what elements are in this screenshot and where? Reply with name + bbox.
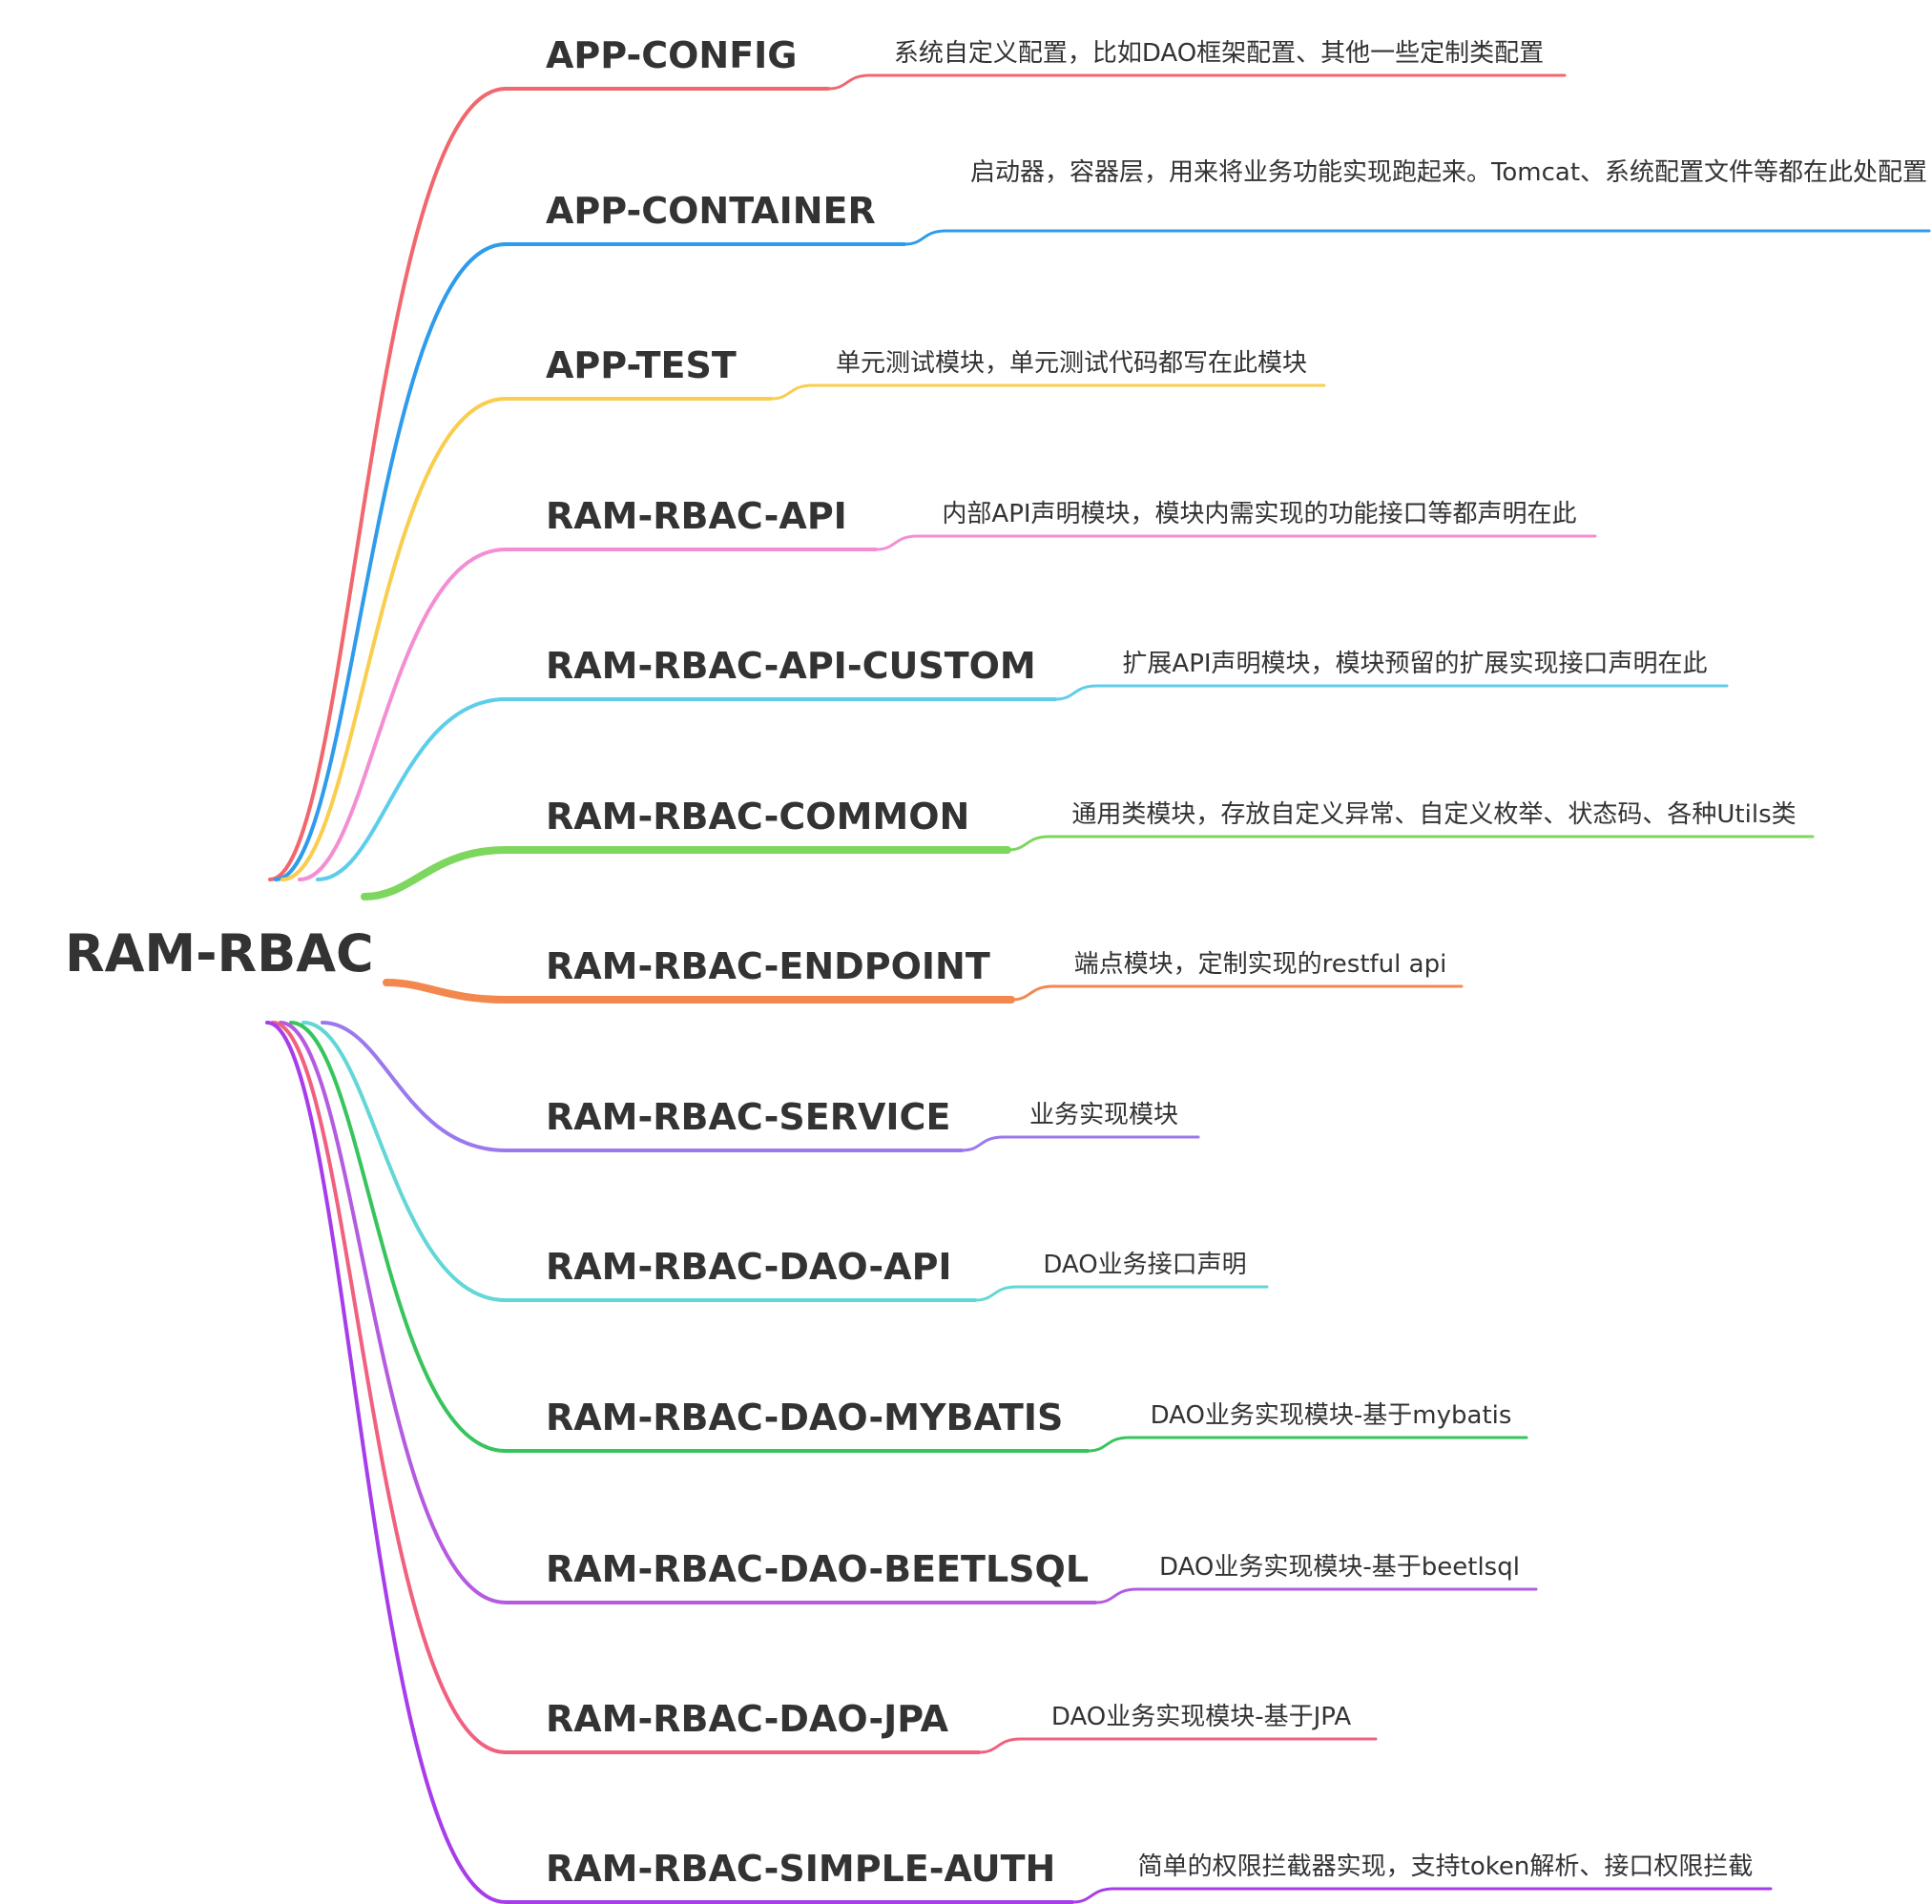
description-underline bbox=[1070, 1887, 1773, 1904]
branch-connector bbox=[298, 548, 878, 881]
module-node[interactable]: RAM-RBAC-SIMPLE-AUTH bbox=[546, 1848, 1056, 1890]
branch-connector bbox=[316, 697, 1057, 881]
module-description: 端点模块，定制实现的restful api bbox=[1073, 950, 1447, 979]
branch-connector bbox=[280, 397, 773, 881]
branch-connector bbox=[321, 1021, 964, 1152]
module-description: 单元测试模块，单元测试代码都写在此模块 bbox=[835, 349, 1307, 378]
description-underline bbox=[1009, 984, 1464, 1002]
branch-connector bbox=[279, 1021, 1097, 1604]
branch-connector bbox=[289, 1021, 1090, 1453]
branch-connector bbox=[268, 87, 830, 881]
module-description: 启动器，容器层，用来将业务功能实现跑起来。Tomcat、系统配置文件等都在此处配… bbox=[969, 158, 1928, 187]
description-underline bbox=[977, 1737, 1378, 1754]
branch-connector bbox=[271, 1021, 981, 1754]
module-description: 内部API声明模块，模块内需实现的功能接口等都声明在此 bbox=[942, 500, 1577, 528]
module-description: DAO业务实现模块-基于JPA bbox=[1050, 1703, 1352, 1731]
module-node[interactable]: RAM-RBAC-DAO-JPA bbox=[546, 1698, 949, 1740]
module-node[interactable]: APP-TEST bbox=[546, 344, 737, 386]
description-underline bbox=[874, 534, 1597, 551]
branch-connector bbox=[383, 979, 1015, 1004]
module-node[interactable]: RAM-RBAC-SERVICE bbox=[546, 1096, 951, 1138]
module-node[interactable]: RAM-RBAC-ENDPOINT bbox=[546, 945, 990, 987]
module-node[interactable]: RAM-RBAC-API bbox=[546, 495, 847, 537]
branch-connector bbox=[274, 242, 906, 881]
description-underline bbox=[973, 1285, 1269, 1302]
module-description: 扩展API声明模块，模块预留的扩展实现接口声明在此 bbox=[1122, 650, 1708, 678]
branch-connector bbox=[361, 846, 1011, 900]
module-node[interactable]: APP-CONFIG bbox=[546, 34, 798, 76]
module-node[interactable]: RAM-RBAC-API-CUSTOM bbox=[546, 645, 1036, 687]
description-underline bbox=[960, 1135, 1200, 1152]
description-underline bbox=[826, 73, 1567, 91]
module-node[interactable]: RAM-RBAC-DAO-BEETLSQL bbox=[546, 1548, 1090, 1590]
module-node[interactable]: RAM-RBAC-DAO-MYBATIS bbox=[546, 1397, 1064, 1438]
module-description: 系统自定义配置，比如DAO框架配置、其他一些定制类配置 bbox=[893, 39, 1545, 68]
description-underline bbox=[903, 229, 1931, 246]
description-underline bbox=[1006, 835, 1815, 852]
module-description: DAO业务实现模块-基于mybatis bbox=[1150, 1401, 1512, 1430]
branch-connector bbox=[301, 1021, 977, 1302]
module-description: 通用类模块，存放自定义异常、自定义枚举、状态码、各种Utils类 bbox=[1071, 800, 1797, 829]
description-underline bbox=[769, 383, 1326, 401]
module-node[interactable]: APP-CONTAINER bbox=[546, 190, 876, 232]
module-description: DAO业务接口声明 bbox=[1043, 1251, 1247, 1279]
root-node[interactable]: RAM-RBAC bbox=[65, 923, 374, 983]
module-node[interactable]: RAM-RBAC-DAO-API bbox=[546, 1246, 952, 1288]
module-node[interactable]: RAM-RBAC-COMMON bbox=[546, 796, 970, 838]
description-underline bbox=[1053, 684, 1729, 701]
module-description: 业务实现模块 bbox=[1028, 1101, 1178, 1129]
module-description: 简单的权限拦截器实现，支持token解析、接口权限拦截 bbox=[1137, 1852, 1754, 1881]
module-description: DAO业务实现模块-基于beetlsql bbox=[1159, 1553, 1520, 1582]
description-underline bbox=[1093, 1587, 1538, 1604]
description-underline bbox=[1086, 1436, 1528, 1453]
branch-connector bbox=[265, 1021, 1074, 1904]
